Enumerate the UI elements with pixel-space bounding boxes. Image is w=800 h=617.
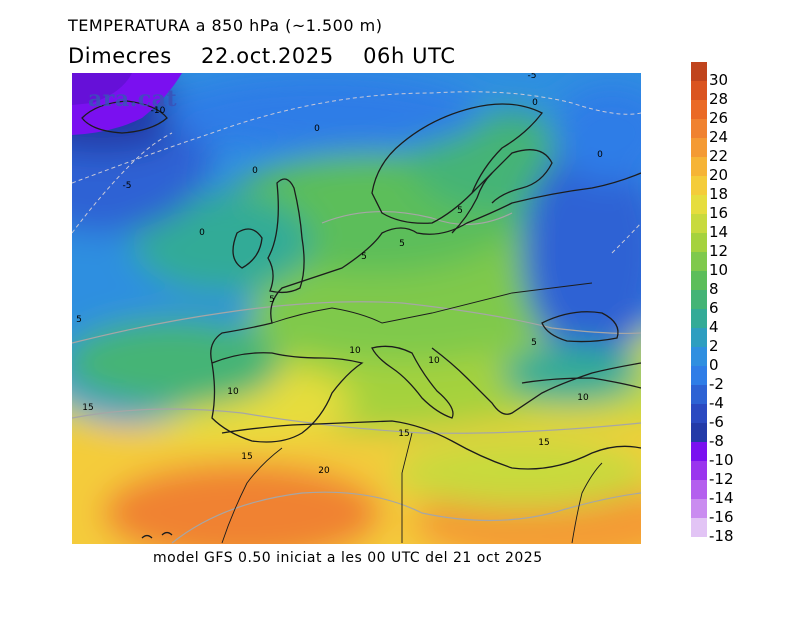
colorbar-swatch [691,138,707,157]
colorbar-label: -4 [709,394,724,412]
colorbar-swatch [691,347,707,366]
temperature-colorbar [691,62,707,537]
colorbar-swatch [691,252,707,271]
colorbar-label: -14 [709,489,734,507]
colorbar-swatch [691,157,707,176]
contour-label: 0 [252,166,258,176]
colorbar-swatch [691,195,707,214]
contour-label: 10 [577,393,589,403]
colorbar-swatch [691,499,707,518]
contour-label: 5 [531,338,537,348]
zero-isotherm [72,91,641,184]
colorbar-label: 0 [709,356,719,374]
contour-label: 5 [269,295,275,305]
temperature-map: -10 -5 -5 0 0 0 0 0 5 5 5 5 5 5 10 10 10… [72,73,641,544]
colorbar-label: 2 [709,337,719,355]
contour-label: 10 [227,387,239,397]
colorbar-label: -8 [709,432,724,450]
map-title: TEMPERATURA a 850 hPa (~1.500 m) [68,16,383,35]
contour-label: 5 [361,252,367,262]
contour-label: 15 [538,438,549,448]
colorbar-swatch [691,62,707,81]
colorbar-label: 22 [709,147,729,165]
colorbar-label: 6 [709,299,719,317]
colorbar-label: 8 [709,280,719,298]
contour-label: 20 [318,466,330,476]
colorbar-swatch [691,442,707,461]
colorbar-swatch [691,176,707,195]
forecast-date: 22.oct.2025 [201,44,334,68]
contour-label: -5 [528,73,537,81]
colorbar-swatch [691,119,707,138]
forecast-day: Dimecres [68,44,172,68]
map-subtitle: Dimecres 22.oct.2025 06h UTC [68,44,478,68]
contour-labels: -10 -5 -5 0 0 0 0 0 5 5 5 5 5 5 10 10 10… [76,73,603,476]
colorbar-swatch [691,385,707,404]
colorbar-label: -2 [709,375,724,393]
colorbar-label: 24 [709,128,729,146]
contour-label: 15 [82,403,93,413]
contour-label: 10 [349,346,361,356]
colorbar-swatch [691,366,707,385]
coastlines [81,100,641,544]
colorbar-swatch [691,100,707,119]
contour-label: 0 [532,98,538,108]
watermark-logo: ara.cat [88,86,178,112]
isotherm-10 [72,301,641,344]
colorbar-label: -18 [709,527,734,545]
colorbar-swatch [691,518,707,537]
contour-label: -10 [151,106,166,116]
temperature-field [72,73,641,544]
colorbar-label: 28 [709,90,729,108]
colorbar-swatch [691,271,707,290]
temperature-map-svg: -10 -5 -5 0 0 0 0 0 5 5 5 5 5 5 10 10 10… [72,73,641,544]
colorbar-label: 16 [709,204,729,222]
contour-label: -5 [123,181,132,191]
contour-label: 0 [597,150,603,160]
colorbar-label: 10 [709,261,729,279]
colorbar-label: 20 [709,166,729,184]
contour-label: 15 [398,429,409,439]
colorbar-label: -6 [709,413,724,431]
colorbar-swatch [691,480,707,499]
colorbar-swatch [691,423,707,442]
contour-label: 5 [76,315,82,325]
contour-label: 0 [199,228,205,238]
isotherm-20 [171,491,641,544]
contour-label: 10 [428,356,440,366]
colorbar-label: 18 [709,185,729,203]
colorbar-swatch [691,290,707,309]
forecast-time: 06h UTC [363,44,456,68]
isotherm-15 [72,408,641,434]
colorbar-swatch [691,328,707,347]
colorbar-label: 12 [709,242,729,260]
contour-label: 5 [457,206,463,216]
contour-label: 5 [399,239,405,249]
colorbar-label: 4 [709,318,719,336]
contour-label: 15 [241,452,252,462]
colorbar-label: -12 [709,470,734,488]
colorbar-swatch [691,309,707,328]
colorbar-label: -10 [709,451,734,469]
model-run-footer: model GFS 0.50 iniciat a les 00 UTC del … [153,550,543,566]
colorbar-swatch [691,81,707,100]
colorbar-label: 14 [709,223,729,241]
colorbar-label: 26 [709,109,729,127]
colorbar-swatch [691,214,707,233]
contour-label: 0 [314,124,320,134]
colorbar-swatch [691,404,707,423]
colorbar-label: -16 [709,508,734,526]
colorbar-swatch [691,461,707,480]
colorbar-swatch [691,233,707,252]
colorbar-label: 30 [709,71,729,89]
